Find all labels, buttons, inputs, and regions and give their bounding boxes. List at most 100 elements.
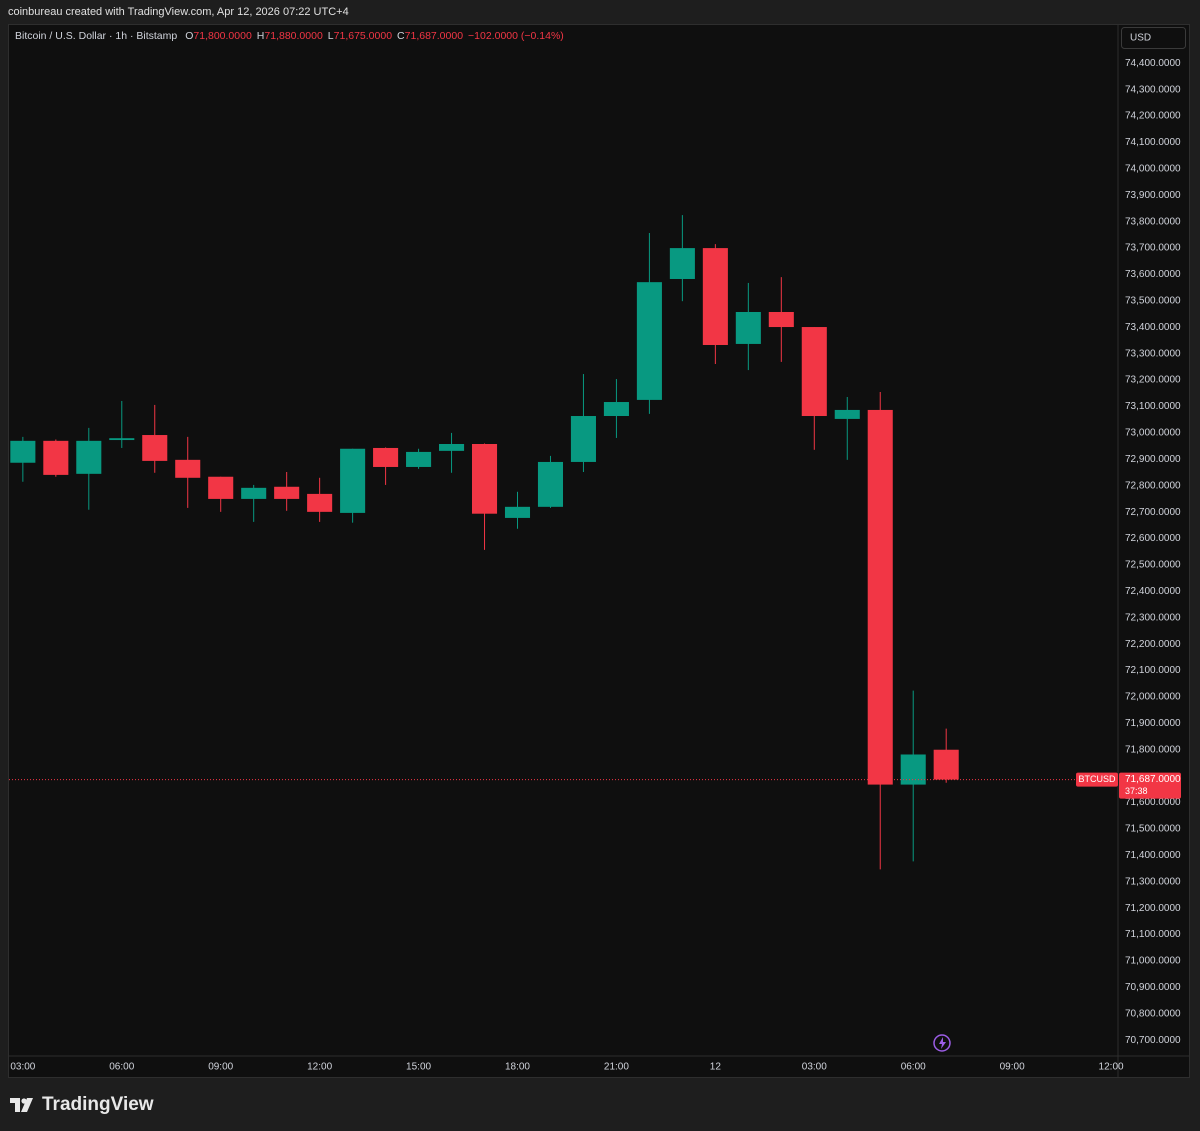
legend-change: −102.0000 (−0.14%) [468, 30, 564, 42]
candle-body [76, 440, 102, 474]
candle-body [702, 248, 728, 345]
y-tick-label: 70,900.0000 [1125, 982, 1181, 993]
y-tick-label: 73,800.0000 [1125, 216, 1181, 227]
x-tick-label: 15:00 [406, 1062, 431, 1073]
y-tick-label: 71,600.0000 [1125, 797, 1181, 808]
y-tick-label: 73,700.0000 [1125, 243, 1181, 254]
candle-body [801, 327, 827, 417]
y-tick-label: 72,600.0000 [1125, 533, 1181, 544]
currency-label[interactable]: USD [1130, 33, 1151, 44]
candle-body [208, 476, 234, 499]
y-tick-label: 71,800.0000 [1125, 744, 1181, 755]
candle-body [406, 451, 432, 467]
logo-mark [10, 1098, 33, 1112]
candle-body [735, 311, 761, 344]
legend-key: O [185, 30, 193, 42]
y-tick-label: 71,200.0000 [1125, 903, 1181, 914]
symbol-tag-label: BTCUSD [1078, 774, 1116, 784]
candle-body [834, 409, 860, 419]
x-tick-label: 09:00 [1000, 1062, 1025, 1073]
legend-value: 71,800.0000 [193, 30, 252, 42]
y-tick-label: 71,000.0000 [1125, 956, 1181, 967]
y-tick-label: 70,700.0000 [1125, 1035, 1181, 1046]
x-tick-label: 06:00 [109, 1062, 134, 1073]
x-tick-label: 12 [710, 1062, 722, 1073]
candle-body [504, 506, 531, 518]
y-tick-label: 71,100.0000 [1125, 929, 1181, 940]
y-tick-label: 71,400.0000 [1125, 850, 1181, 861]
price-tag [1119, 772, 1181, 799]
candle-body [439, 444, 465, 451]
x-tick-label: 09:00 [208, 1062, 233, 1073]
y-tick-label: 74,300.0000 [1125, 84, 1181, 95]
y-tick-label: 74,100.0000 [1125, 137, 1181, 148]
y-tick-label: 71,300.0000 [1125, 876, 1181, 887]
y-tick-label: 72,400.0000 [1125, 586, 1181, 597]
candle-body [307, 493, 333, 512]
x-tick-label: 12:00 [1099, 1062, 1124, 1073]
candle-body [373, 447, 399, 467]
y-tick-label: 73,500.0000 [1125, 296, 1181, 307]
candle-body [537, 461, 564, 507]
y-tick-label: 72,900.0000 [1125, 454, 1181, 465]
candle-body [340, 448, 366, 513]
y-tick-label: 71,500.0000 [1125, 824, 1181, 835]
y-tick-label: 72,300.0000 [1125, 612, 1181, 623]
y-tick-label: 72,000.0000 [1125, 692, 1181, 703]
legend-key: C [397, 30, 405, 42]
lightning-icon[interactable] [933, 1034, 951, 1052]
candle-body [867, 409, 893, 785]
logo-text: TradingView [42, 1094, 154, 1115]
y-tick-label: 72,800.0000 [1125, 480, 1181, 491]
x-tick-label: 18:00 [505, 1062, 530, 1073]
countdown-label: 37:38 [1125, 786, 1148, 796]
y-tick-label: 71,900.0000 [1125, 718, 1181, 729]
y-tick-label: 72,500.0000 [1125, 560, 1181, 571]
candle-body [10, 440, 36, 463]
candle-body [241, 487, 267, 499]
header-text: coinbureau created with TradingView.com,… [8, 6, 349, 18]
y-tick-label: 73,300.0000 [1125, 348, 1181, 359]
y-tick-label: 74,400.0000 [1125, 58, 1181, 69]
legend-value: 71,687.0000 [405, 30, 464, 42]
candle-body [109, 438, 135, 441]
logo-dot [21, 1098, 27, 1104]
legend-symbol: Bitcoin / U.S. Dollar · 1h · Bitstamp [15, 30, 177, 42]
y-tick-label: 72,700.0000 [1125, 507, 1181, 518]
candle-body [636, 282, 662, 400]
x-tick-label: 12:00 [307, 1062, 332, 1073]
legend-key: L [328, 30, 334, 42]
legend-value: 71,675.0000 [334, 30, 393, 42]
y-tick-label: 73,100.0000 [1125, 401, 1181, 412]
y-tick-label: 73,000.0000 [1125, 428, 1181, 439]
candle-body [768, 311, 794, 328]
y-tick-label: 74,000.0000 [1125, 164, 1181, 175]
x-tick-label: 21:00 [604, 1062, 629, 1073]
candle-body [669, 248, 695, 279]
candle-body [43, 440, 69, 475]
y-tick-label: 73,400.0000 [1125, 322, 1181, 333]
logo [10, 1098, 33, 1112]
candle-body [900, 754, 926, 785]
currency-button[interactable] [1121, 27, 1186, 49]
candle-body [933, 749, 959, 780]
candle-body [570, 416, 596, 462]
y-tick-label: 73,900.0000 [1125, 190, 1181, 201]
lightning-glyph [939, 1037, 946, 1049]
candle-body [175, 459, 201, 478]
y-tick-label: 72,200.0000 [1125, 639, 1181, 650]
symbol-tag [1076, 772, 1118, 787]
price-tag-label: 71,687.0000 [1125, 774, 1181, 785]
y-tick-label: 70,800.0000 [1125, 1008, 1181, 1019]
y-tick-label: 73,600.0000 [1125, 269, 1181, 280]
legend: Bitcoin / U.S. Dollar · 1h · Bitstamp O71… [15, 30, 564, 42]
candle-body [274, 486, 300, 499]
legend-value: 71,880.0000 [264, 30, 323, 42]
x-tick-label: 03:00 [10, 1062, 35, 1073]
y-tick-label: 72,100.0000 [1125, 665, 1181, 676]
legend-key: H [257, 30, 265, 42]
candle-body [603, 402, 629, 417]
x-tick-label: 03:00 [802, 1062, 827, 1073]
